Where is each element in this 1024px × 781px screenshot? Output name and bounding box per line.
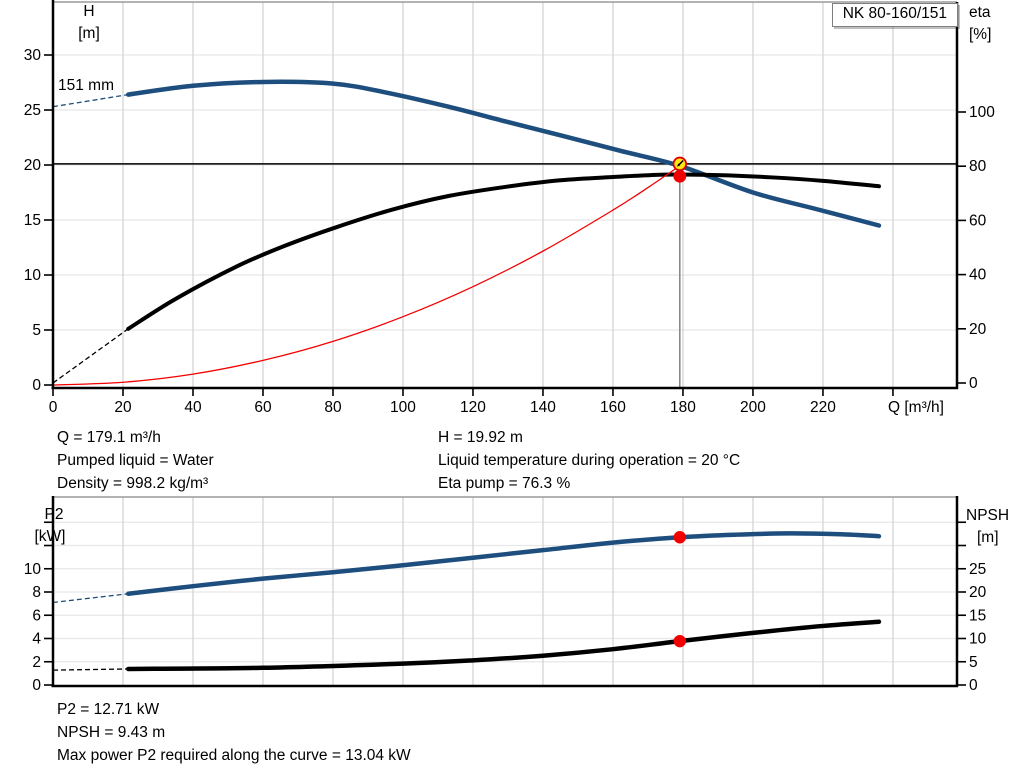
info-flow: Q = 179.1 m³/h (57, 429, 161, 446)
pump-model-badge: NK 80-160/151 (831, 3, 958, 27)
q-axis-title: Q [m³/h] (888, 399, 944, 416)
eta-axis-title-line2: [%] (969, 26, 991, 43)
npsh-axis-tick-label: 5 (969, 654, 978, 671)
npsh-curve-dashed-lead (52, 668, 129, 671)
h-axis-title-line2: [m] (78, 25, 100, 42)
npsh-axis-title-line2: [m] (977, 529, 999, 546)
q-axis-tick-label: 180 (670, 399, 696, 416)
h-axis-tick-label: 20 (24, 157, 42, 174)
p2-axis-tick-label: 2 (32, 654, 41, 671)
p2-axis-title-line2: [kW] (35, 528, 66, 545)
duty-point-marker-red (673, 531, 687, 544)
system-curve (52, 165, 681, 386)
duty-arrow-head (677, 163, 681, 167)
p2-axis-title-line1: P2 (45, 506, 64, 523)
npsh-axis-tick-label: 0 (969, 677, 978, 694)
eta-axis-tick-label: 80 (969, 158, 987, 175)
npsh-axis-tick-label: 10 (969, 631, 987, 648)
p2-axis-tick-label: 10 (24, 561, 42, 578)
q-axis-tick-label: 80 (324, 399, 342, 416)
npsh-axis-tick-label: 25 (969, 561, 986, 578)
h-axis-tick-label: 5 (32, 322, 41, 339)
power-info-block: P2 = 12.71 kW NPSH = 9.43 m Max power P2… (57, 698, 411, 767)
p2-axis-tick-label: 8 (32, 584, 41, 601)
h-axis-tick-label: 25 (24, 102, 41, 119)
q-axis-tick-label: 140 (530, 399, 556, 416)
duty-info-left-column: Q = 179.1 m³/h Pumped liquid = Water Den… (57, 426, 214, 495)
p2-axis-tick-label: 6 (32, 607, 41, 624)
eta-axis-tick-label: 0 (969, 375, 978, 392)
h-axis-tick-label: 15 (24, 212, 41, 229)
h-axis-tick-label: 30 (24, 47, 42, 64)
p2-curve-dashed-lead (52, 593, 129, 604)
h-axis-tick-label: 0 (32, 377, 41, 394)
pump-curve (125, 79, 882, 228)
npsh-curve (125, 619, 882, 672)
efficiency-curve (126, 172, 881, 331)
q-axis-tick-label: 20 (114, 399, 132, 416)
info-density: Density = 998.2 kg/m³ (57, 475, 209, 492)
p2-curve (125, 531, 882, 596)
eta-axis-tick-label: 100 (969, 104, 995, 121)
info-npsh: NPSH = 9.43 m (57, 724, 166, 741)
info-pumped-liquid: Pumped liquid = Water (57, 452, 214, 469)
h-q-chart: 0 5 10 15 20 25 30 0 20 40 60 80 100 0 20 40 60 80 100 120 1… (24, 0, 995, 416)
info-eta-pump: Eta pump = 76.3 % (438, 475, 571, 492)
q-axis-tick-label: 100 (390, 399, 416, 416)
q-axis-tick-label: 0 (49, 399, 58, 416)
p2-npsh-chart: 0 2 4 6 8 10 0 5 10 15 20 25 (24, 496, 987, 694)
q-axis-tick-label: 160 (600, 399, 626, 416)
efficiency-curve-dashed-lead (52, 328, 129, 384)
duty-point-arrow-icon (677, 159, 684, 167)
h-axis-title-line1: H (83, 3, 94, 20)
eta-axis-tick-label: 40 (969, 267, 987, 284)
duty-point-marker-red (673, 169, 687, 183)
info-p2: P2 = 12.71 kW (57, 701, 160, 718)
pump-curve-dashed-lead (52, 93, 129, 108)
eta-axis-title-line1: eta (969, 4, 991, 21)
q-axis-tick-label: 200 (740, 399, 766, 416)
q-axis-tick-label: 120 (460, 399, 486, 416)
q-axis-tick-label: 60 (254, 399, 272, 416)
eta-axis-tick-label: 60 (969, 212, 987, 229)
p2-axis-tick-label: 0 (32, 677, 41, 694)
info-head: H = 19.92 m (438, 429, 523, 446)
duty-info-right-column: H = 19.92 m Liquid temperature during op… (438, 426, 740, 495)
eta-axis-tick-label: 20 (969, 321, 987, 338)
npsh-axis-tick-label: 15 (969, 607, 986, 624)
duty-point-marker-red (673, 634, 687, 648)
q-axis-tick-label: 220 (810, 399, 836, 416)
duty-arrow-shaft (678, 159, 684, 166)
npsh-axis-title-line1: NPSH (966, 507, 1009, 524)
impeller-diameter-label: 151 mm (58, 77, 114, 94)
npsh-axis-tick-label: 20 (969, 584, 987, 601)
h-axis-tick-label: 10 (24, 267, 42, 284)
p2-axis-tick-label: 4 (32, 631, 41, 648)
info-max-power: Max power P2 required along the curve = … (57, 747, 411, 764)
q-axis-tick-label: 40 (184, 399, 202, 416)
info-liquid-temperature: Liquid temperature during operation = 20… (438, 452, 741, 469)
